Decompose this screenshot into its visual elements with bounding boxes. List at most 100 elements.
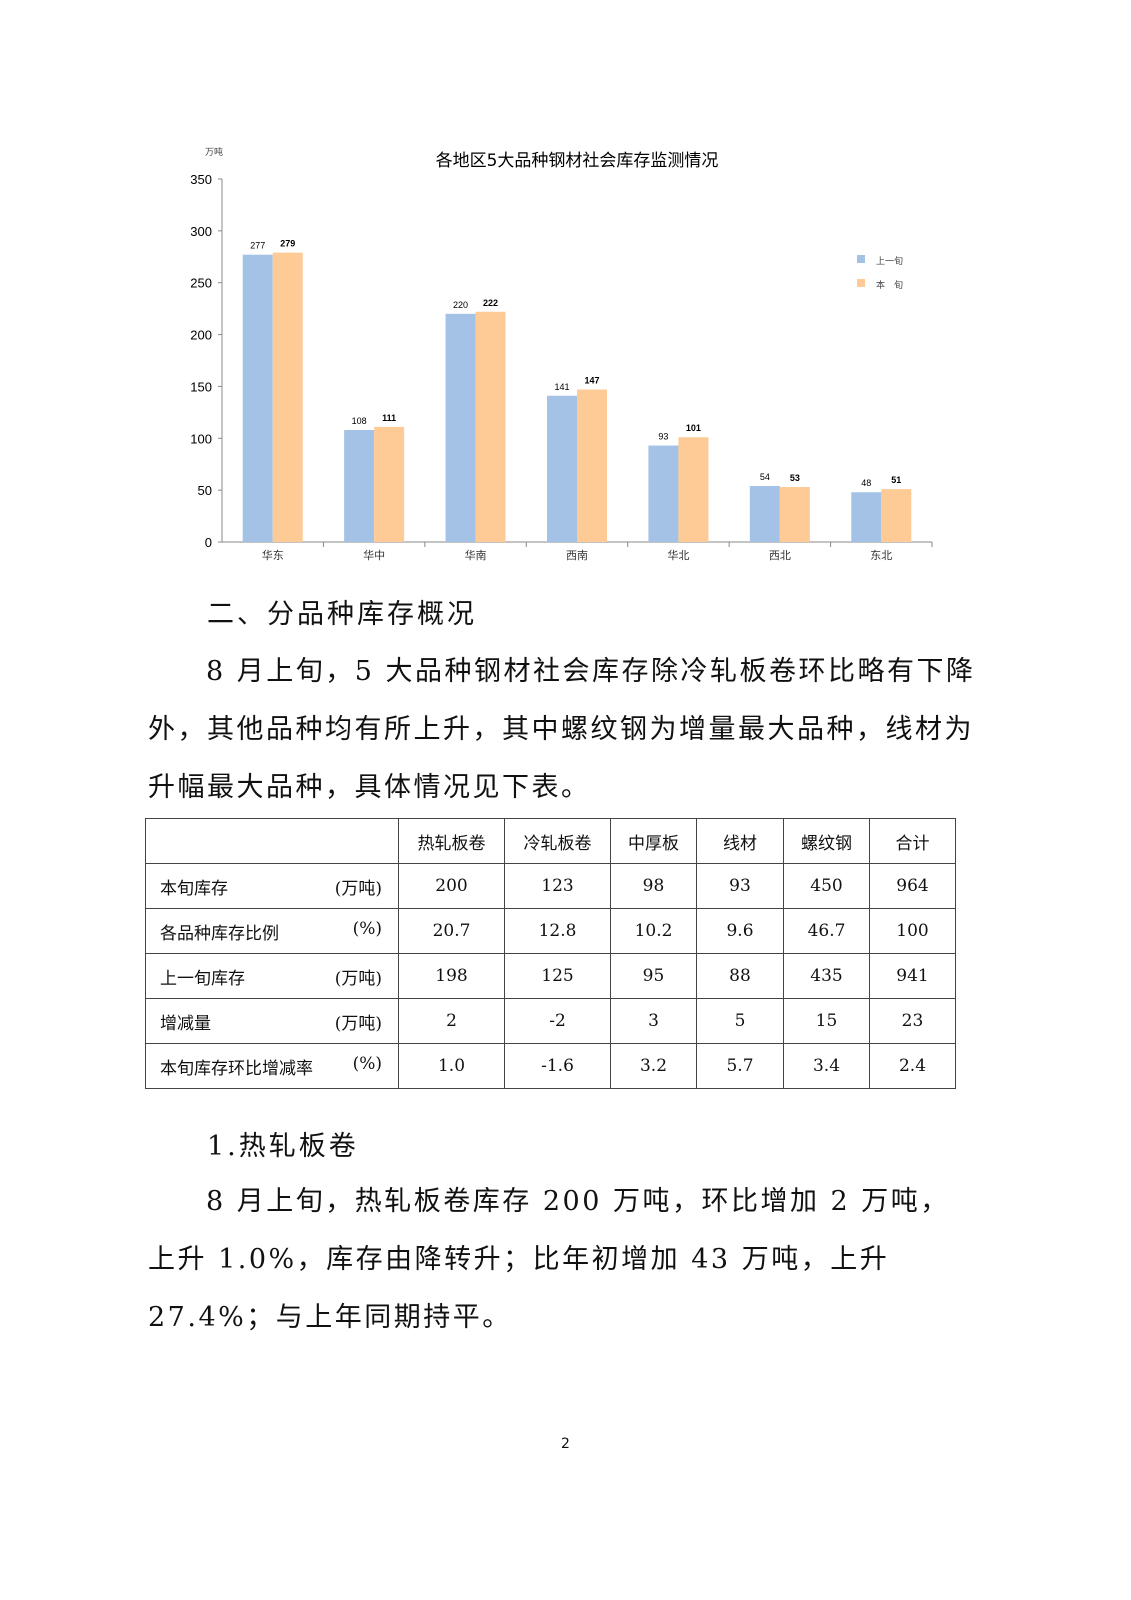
- data-label: 54: [760, 472, 770, 482]
- x-tick-label: 华中: [363, 548, 385, 562]
- table-header-cell: 热轧板卷: [398, 818, 505, 864]
- row-label: 增减量: [160, 1013, 211, 1034]
- bar-previous: [648, 445, 679, 542]
- table-cell: 93: [696, 863, 784, 909]
- bar-previous: [851, 492, 882, 542]
- legend-swatch: [857, 279, 865, 287]
- data-label: 93: [658, 432, 668, 442]
- table-cell: 941: [869, 953, 956, 999]
- x-tick-label: 华北: [667, 548, 689, 562]
- table-header-cell: 线材: [696, 818, 784, 864]
- y-tick-label: 50: [198, 483, 212, 498]
- table-header-cell: 冷轧板卷: [504, 818, 611, 864]
- table-header-cell: 合计: [869, 818, 956, 864]
- chart-title: 各地区5大品种钢材社会库存监测情况: [436, 151, 719, 171]
- bar-current: [678, 437, 709, 542]
- table-cell: 88: [696, 953, 784, 999]
- table-cell: 198: [398, 953, 505, 999]
- table-cell: 46.7: [783, 908, 870, 954]
- bar-previous: [547, 395, 577, 542]
- bar-current: [779, 487, 810, 542]
- table-header-cell: [145, 818, 399, 864]
- y-tick-label: 250: [190, 276, 212, 291]
- row-unit: (万吨): [334, 878, 382, 899]
- data-label: 141: [554, 382, 569, 392]
- table-cell: 123: [504, 863, 611, 909]
- x-tick-label: 华东: [262, 548, 284, 562]
- table-cell: 125: [504, 953, 611, 999]
- bar-previous: [344, 429, 375, 542]
- page-number: 2: [561, 1436, 570, 1452]
- table-header-row: 热轧板卷 冷轧板卷 中厚板 线材 螺纹钢 合计: [145, 818, 956, 864]
- table-cell: 2: [398, 998, 505, 1044]
- bar-current: [475, 311, 506, 542]
- table-cell: -1.6: [504, 1043, 611, 1089]
- x-tick-label: 西南: [566, 549, 588, 562]
- row-unit: (万吨): [334, 968, 382, 989]
- data-label: 147: [584, 376, 599, 386]
- table-cell: 95: [610, 953, 697, 999]
- row-label-cell: 本旬库存 (万吨): [145, 863, 399, 909]
- bar-current: [577, 389, 607, 542]
- y-axis-unit: 万吨: [205, 146, 223, 158]
- table-row: 各品种库存比例 (%) 20.7 12.8 10.2 9.6 46.7 100: [145, 908, 956, 954]
- bar-previous: [242, 254, 273, 542]
- table-cell: 3.4: [783, 1043, 870, 1089]
- row-label: 本旬库存环比增减率: [160, 1058, 313, 1079]
- section-heading: 二、分品种库存概况: [207, 599, 477, 630]
- legend-label: 上一旬: [876, 255, 903, 267]
- inventory-table: 热轧板卷 冷轧板卷 中厚板 线材 螺纹钢 合计 本旬库存 (万吨) 200 123 98…: [145, 818, 956, 1089]
- table-cell: 435: [783, 953, 870, 999]
- table-cell: 200: [398, 863, 505, 909]
- y-tick-label: 0: [205, 535, 212, 550]
- table-cell: 12.8: [504, 908, 611, 954]
- row-label: 本旬库存: [160, 878, 228, 899]
- table-cell: 10.2: [610, 908, 697, 954]
- y-tick-label: 150: [190, 379, 212, 394]
- table-cell: 3.2: [610, 1043, 697, 1089]
- subsection-paragraph: 8 月上旬，热轧板卷库存 200 万吨，环比增加 2 万吨，上升 1.0%，库存…: [148, 1186, 950, 1333]
- bar-previous: [749, 485, 780, 542]
- table-row: 增减量 (万吨) 2 -2 3 5 15 23: [145, 998, 956, 1044]
- table-cell: 23: [869, 998, 956, 1044]
- bar-current: [374, 426, 405, 542]
- table-cell: 15: [783, 998, 870, 1044]
- data-label: 111: [382, 413, 396, 423]
- x-tick-label: 西北: [769, 549, 791, 562]
- y-tick-label: 200: [190, 328, 212, 343]
- data-label: 220: [453, 300, 468, 310]
- row-label-cell: 增减量 (万吨): [145, 998, 399, 1044]
- row-unit: (%): [352, 1053, 382, 1074]
- row-unit: (万吨): [334, 1013, 382, 1034]
- subsection-heading: 1.热轧板卷: [207, 1131, 359, 1162]
- table-cell: 3: [610, 998, 697, 1044]
- regional-inventory-chart: 各地区5大品种钢材社会库存监测情况 万吨 0 50 100 150 200 250 300 350…: [190, 146, 933, 562]
- data-label: 48: [861, 478, 871, 488]
- table-row: 本旬库存 (万吨) 200 123 98 93 450 964: [145, 863, 956, 909]
- y-tick-label: 300: [190, 224, 212, 239]
- data-label: 277: [250, 241, 265, 251]
- data-label: 101: [686, 423, 701, 433]
- table-cell: 5.7: [696, 1043, 784, 1089]
- legend-swatch: [857, 255, 865, 263]
- table-cell: 20.7: [398, 908, 505, 954]
- table-cell: -2: [504, 998, 611, 1044]
- y-tick-label: 100: [190, 431, 212, 446]
- data-label: 222: [483, 298, 498, 308]
- table-cell: 2.4: [869, 1043, 956, 1089]
- table-cell: 98: [610, 863, 697, 909]
- table-row: 本旬库存环比增减率 (%) 1.0 -1.6 3.2 5.7 3.4 2.4: [145, 1043, 956, 1089]
- y-tick-label: 350: [190, 172, 212, 187]
- data-label: 279: [280, 239, 295, 249]
- table-row: 上一旬库存 (万吨) 198 125 95 88 435 941: [145, 953, 956, 999]
- table-cell: 9.6: [696, 908, 784, 954]
- row-label: 各品种库存比例: [160, 923, 279, 944]
- table-cell: 1.0: [398, 1043, 505, 1089]
- table-header-cell: 螺纹钢: [783, 818, 870, 864]
- data-label: 108: [352, 416, 367, 426]
- row-label-cell: 本旬库存环比增减率 (%): [145, 1043, 399, 1089]
- table-cell: 964: [869, 863, 956, 909]
- data-label: 51: [891, 475, 901, 485]
- table-cell: 100: [869, 908, 956, 954]
- bar-previous: [445, 313, 476, 542]
